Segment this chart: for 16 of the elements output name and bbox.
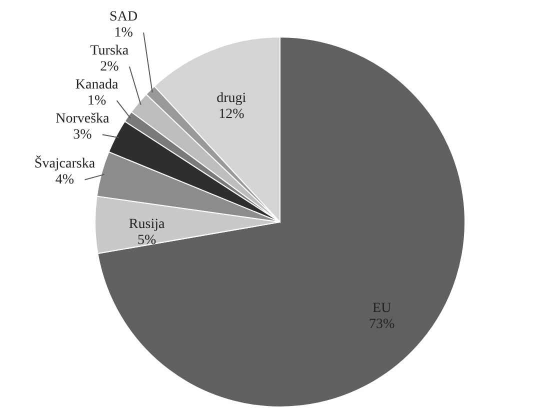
data-label: 3% [73,128,92,143]
data-label: 1% [87,94,106,109]
slice-label: Kanada [75,78,119,93]
slice-label: Turska [90,44,130,59]
data-label: 2% [100,60,120,75]
slice-label: EU [372,300,392,316]
data-label: 4% [55,172,74,188]
data-label: 73% [369,316,396,332]
slice-label: SAD [110,10,138,25]
slice-label: Švajcarska [34,154,96,172]
slice-label: Norveška [56,112,110,127]
data-label: 1% [114,26,134,41]
slice-label: drugi [216,90,246,106]
data-label: 12% [218,106,245,122]
slice-label: Rusija [128,217,166,232]
data-label: 5% [137,233,156,248]
